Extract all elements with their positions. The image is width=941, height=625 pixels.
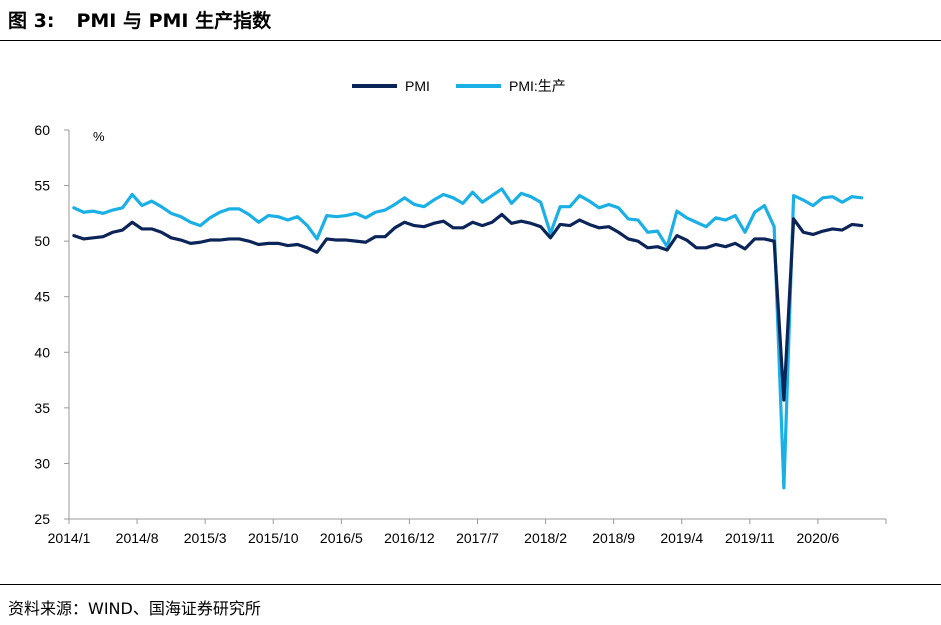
series-line-pmi-production: [72, 187, 864, 490]
y-tick-label: 60: [34, 122, 50, 138]
series-line-pmi: [72, 212, 864, 402]
x-tick-label: 2014/8: [116, 530, 159, 546]
y-tick-label: 35: [34, 400, 50, 416]
y-tick-label: 45: [34, 289, 50, 305]
x-tick-label: 2017/7: [456, 530, 499, 546]
x-tick-label: 2018/9: [592, 530, 635, 546]
x-tick-label: 2016/5: [320, 530, 363, 546]
y-tick-label: 50: [34, 233, 50, 249]
x-tick-label: 2018/2: [524, 530, 567, 546]
y-tick-label: 55: [34, 178, 50, 194]
chart-legend: PMI PMI:生产: [352, 78, 566, 94]
series-group: [72, 187, 864, 490]
legend-label-pmi: PMI: [405, 78, 430, 94]
x-tick-label: 2015/10: [248, 530, 299, 546]
title-rule: [0, 40, 941, 41]
x-tick-label: 2019/11: [725, 530, 775, 546]
y-unit-label: %: [93, 129, 105, 144]
y-tick-label: 40: [34, 344, 50, 360]
source-note: 资料来源：WIND、国海证券研究所: [8, 599, 261, 618]
x-tick-label: 2016/12: [384, 530, 435, 546]
figure-title: PMI 与 PMI 生产指数: [76, 10, 272, 32]
y-tick-label: 25: [34, 511, 50, 527]
figure-number: 图 3:: [8, 10, 55, 32]
x-tick-label: 2015/3: [184, 530, 227, 546]
legend-label-pmi-production: PMI:生产: [509, 78, 566, 94]
x-tick-label: 2020/6: [797, 530, 840, 546]
x-tick-label: 2019/4: [660, 530, 703, 546]
x-tick-label: 2014/1: [48, 530, 91, 546]
figure-title-line: 图 3: PMI 与 PMI 生产指数: [8, 6, 271, 33]
y-tick-label: 30: [34, 455, 50, 471]
x-axis: 2014/1 2014/8 2015/3 2015/10 2016/5 2016/12 20…: [48, 518, 887, 546]
source-rule: [0, 584, 941, 585]
y-axis: 25 30 35 40 45 50 55 60: [34, 122, 70, 527]
